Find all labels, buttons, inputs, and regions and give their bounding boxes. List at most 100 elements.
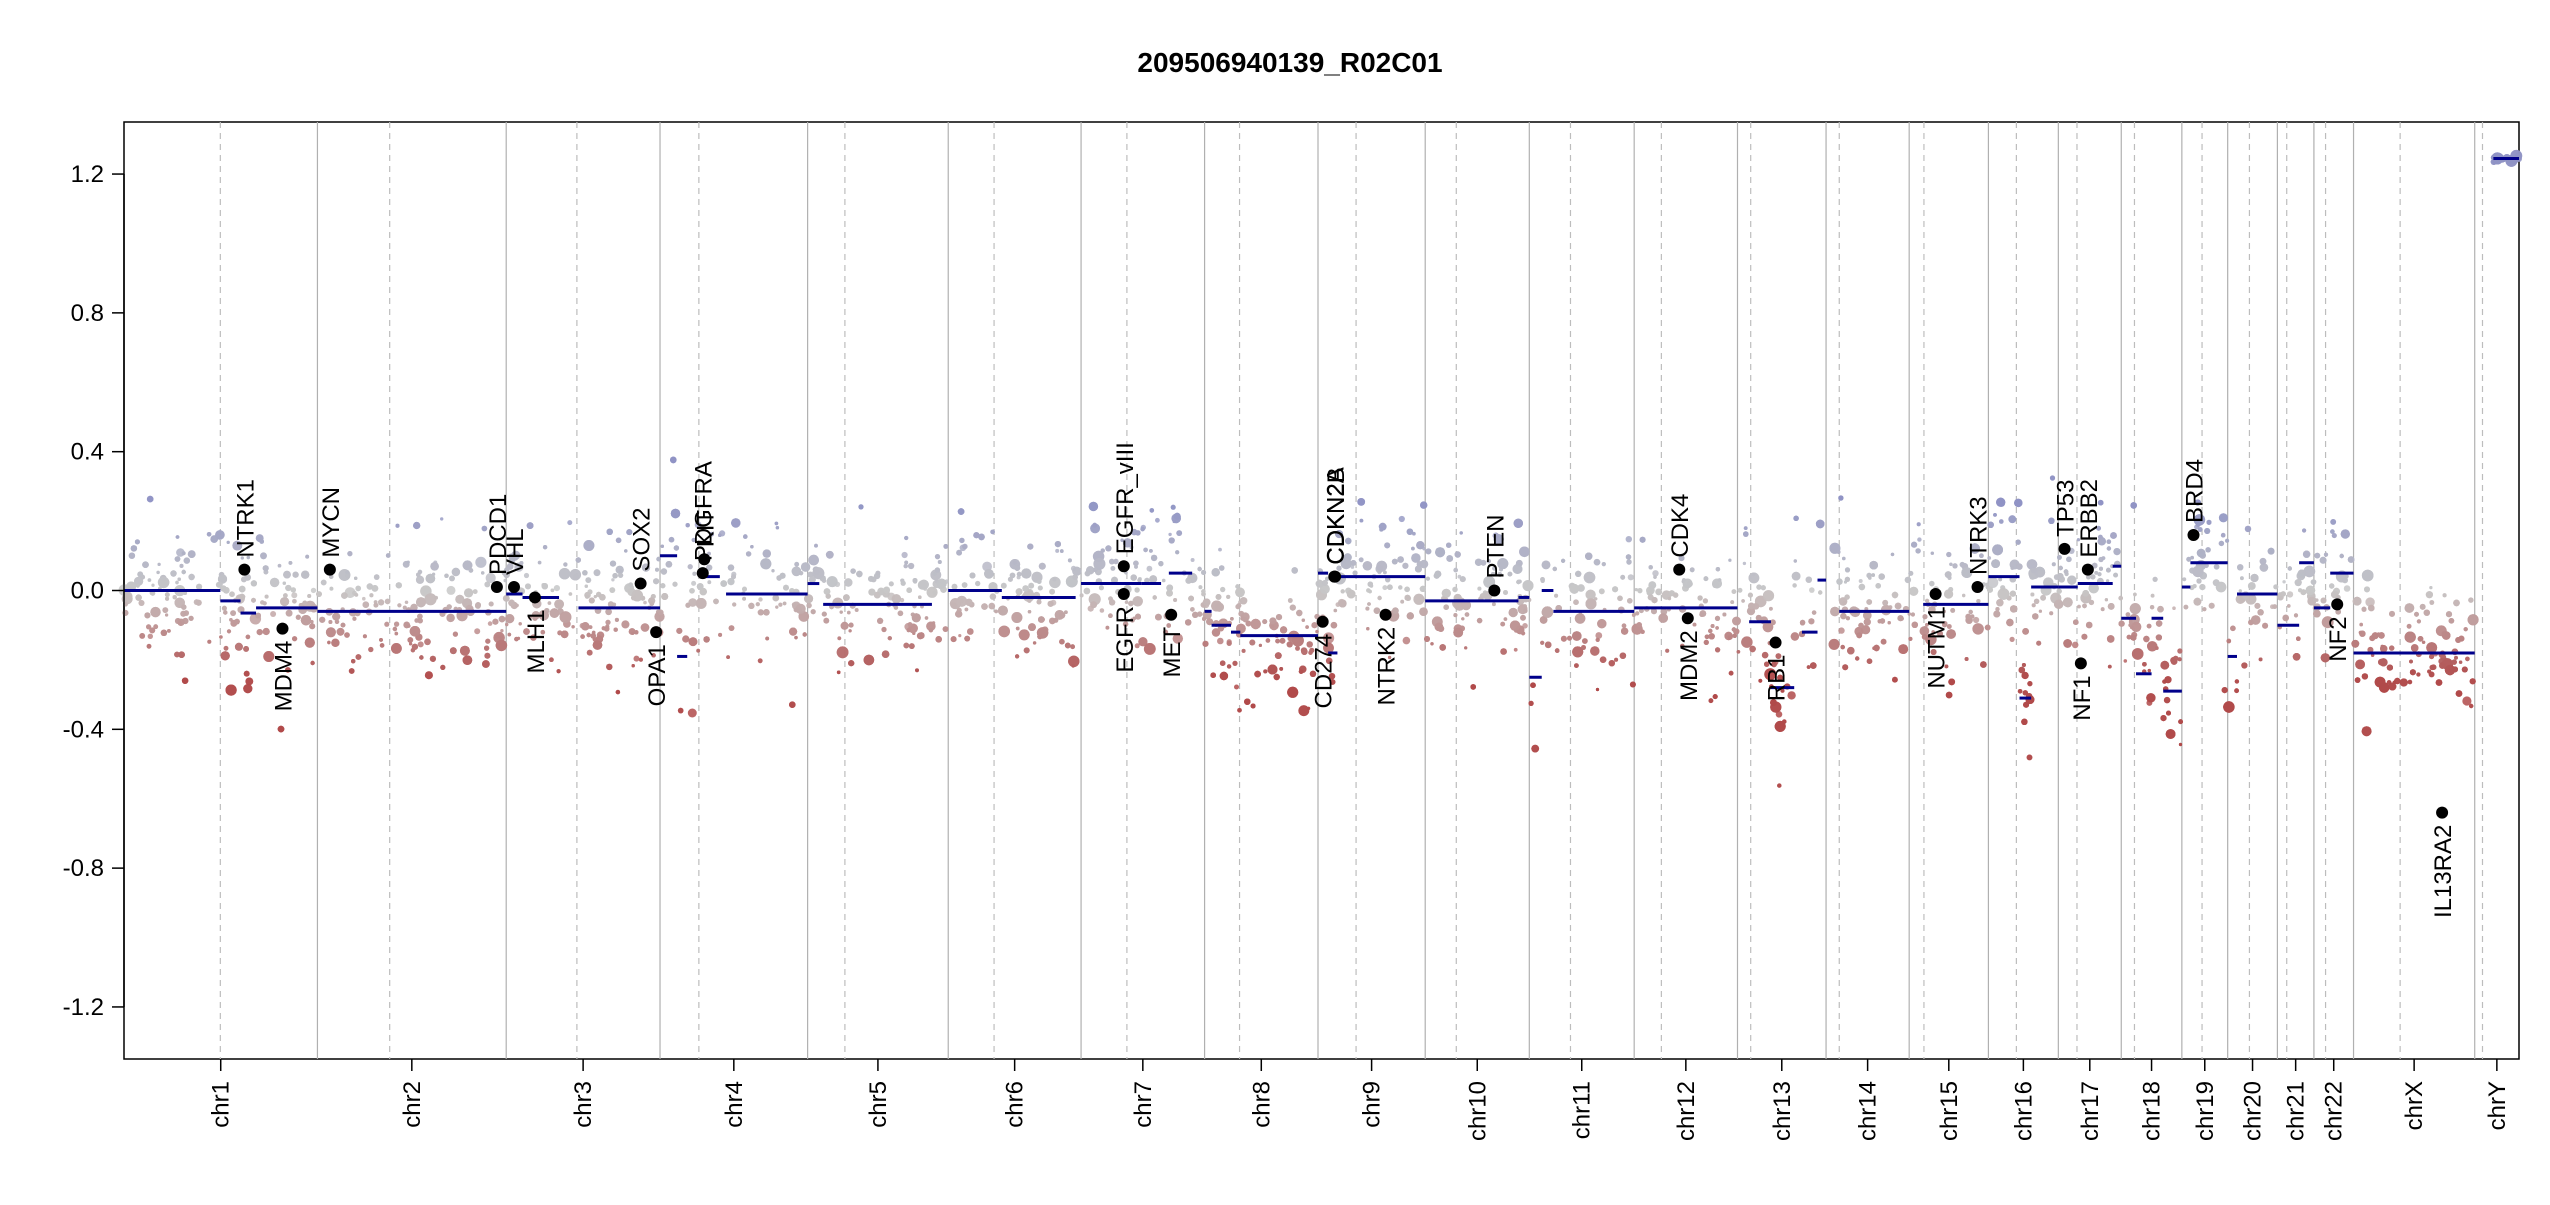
probe-point — [2082, 603, 2087, 609]
probe-point — [481, 525, 488, 532]
probe-point — [2367, 646, 2374, 653]
gene-label-nf2: NF2 — [2325, 616, 2352, 661]
probe-point — [1392, 607, 1399, 614]
probe-point — [2407, 679, 2413, 685]
probe-point — [908, 562, 915, 570]
probe-point — [464, 588, 474, 598]
probe-point — [1961, 567, 1973, 578]
probe-point — [2416, 619, 2421, 624]
probe-point — [411, 643, 418, 650]
probe-point — [856, 570, 863, 578]
probe-point — [1577, 584, 1585, 592]
probe-point — [1132, 596, 1143, 607]
probe-point — [1972, 623, 1984, 635]
probe-point — [1631, 613, 1636, 617]
probe-point — [2157, 605, 2164, 613]
probe-point — [1749, 645, 1756, 653]
probe-point — [1218, 618, 1229, 629]
probe-point — [1944, 664, 1949, 669]
probe-point — [1917, 537, 1922, 542]
probe-point — [1269, 617, 1277, 625]
probe-point — [207, 639, 212, 644]
probe-point — [394, 631, 399, 636]
probe-point — [2183, 604, 2189, 610]
probe-point — [975, 580, 981, 587]
probe-point — [965, 598, 973, 606]
probe-point — [1350, 565, 1355, 569]
probe-point — [327, 640, 331, 645]
probe-point — [1111, 576, 1118, 584]
probe-point — [1892, 676, 1898, 683]
probe-point — [1206, 618, 1214, 626]
probe-point — [2172, 606, 2176, 610]
probe-point — [2323, 552, 2329, 557]
probe-point — [245, 677, 254, 686]
probe-point — [283, 593, 288, 598]
probe-point — [1497, 558, 1509, 570]
probe-point — [692, 571, 697, 576]
probe-point — [181, 551, 186, 556]
probe-point — [2006, 618, 2014, 627]
probe-point — [508, 599, 515, 607]
probe-point — [2463, 627, 2468, 632]
probe-point — [2352, 596, 2362, 606]
probe-point — [2361, 726, 2372, 737]
probe-point — [2130, 502, 2137, 509]
probe-point — [807, 571, 814, 578]
probe-point — [2453, 599, 2460, 607]
probe-point — [1930, 551, 1934, 555]
probe-point — [2409, 669, 2416, 676]
probe-point — [1234, 684, 1239, 690]
probe-point — [1572, 631, 1582, 641]
probe-point — [2218, 540, 2225, 547]
probe-point — [2469, 678, 2476, 685]
probe-point — [2296, 636, 2301, 641]
probe-point — [1135, 530, 1141, 536]
probe-point — [1997, 588, 2010, 600]
probe-point — [243, 684, 253, 694]
probe-point — [416, 597, 426, 608]
probe-point — [1998, 577, 2003, 582]
probe-point — [553, 585, 561, 592]
x-tick-label-chr7: chr7 — [1130, 1081, 1157, 1128]
probe-point — [605, 608, 612, 616]
probe-point — [1190, 558, 1195, 562]
probe-point — [903, 563, 908, 569]
probe-point — [758, 597, 763, 602]
probe-point — [1027, 598, 1032, 603]
probe-point — [250, 580, 257, 587]
probe-point — [1032, 641, 1037, 645]
probe-point — [1760, 585, 1766, 591]
probe-point — [854, 608, 859, 612]
probe-point — [1987, 521, 1994, 528]
probe-point — [134, 576, 144, 586]
probe-point — [417, 613, 423, 620]
probe-point — [144, 612, 151, 619]
probe-point — [2107, 603, 2115, 610]
probe-point — [2133, 592, 2137, 597]
probe-point — [1928, 606, 1936, 614]
x-tick-label-chr17: chr17 — [2077, 1081, 2104, 1141]
gene-marker-mdm4 — [276, 622, 289, 635]
probe-point — [2251, 585, 2256, 589]
probe-point — [1133, 560, 1139, 567]
probe-point — [772, 594, 780, 602]
probe-point — [1949, 562, 1953, 566]
probe-point — [1027, 543, 1034, 550]
probe-point — [2128, 620, 2133, 624]
probe-point — [285, 584, 292, 592]
probe-point — [167, 629, 171, 633]
probe-point — [569, 569, 581, 581]
probe-point — [959, 537, 965, 544]
probe-point — [2429, 664, 2435, 671]
probe-point — [526, 522, 534, 529]
probe-point — [487, 621, 493, 626]
probe-point — [1640, 629, 1645, 634]
probe-point — [1909, 586, 1919, 596]
probe-point — [157, 576, 170, 589]
probe-point — [868, 588, 876, 596]
probe-point — [262, 627, 270, 636]
probe-point — [765, 636, 770, 641]
probe-point — [806, 602, 812, 609]
probe-point — [1809, 587, 1815, 593]
